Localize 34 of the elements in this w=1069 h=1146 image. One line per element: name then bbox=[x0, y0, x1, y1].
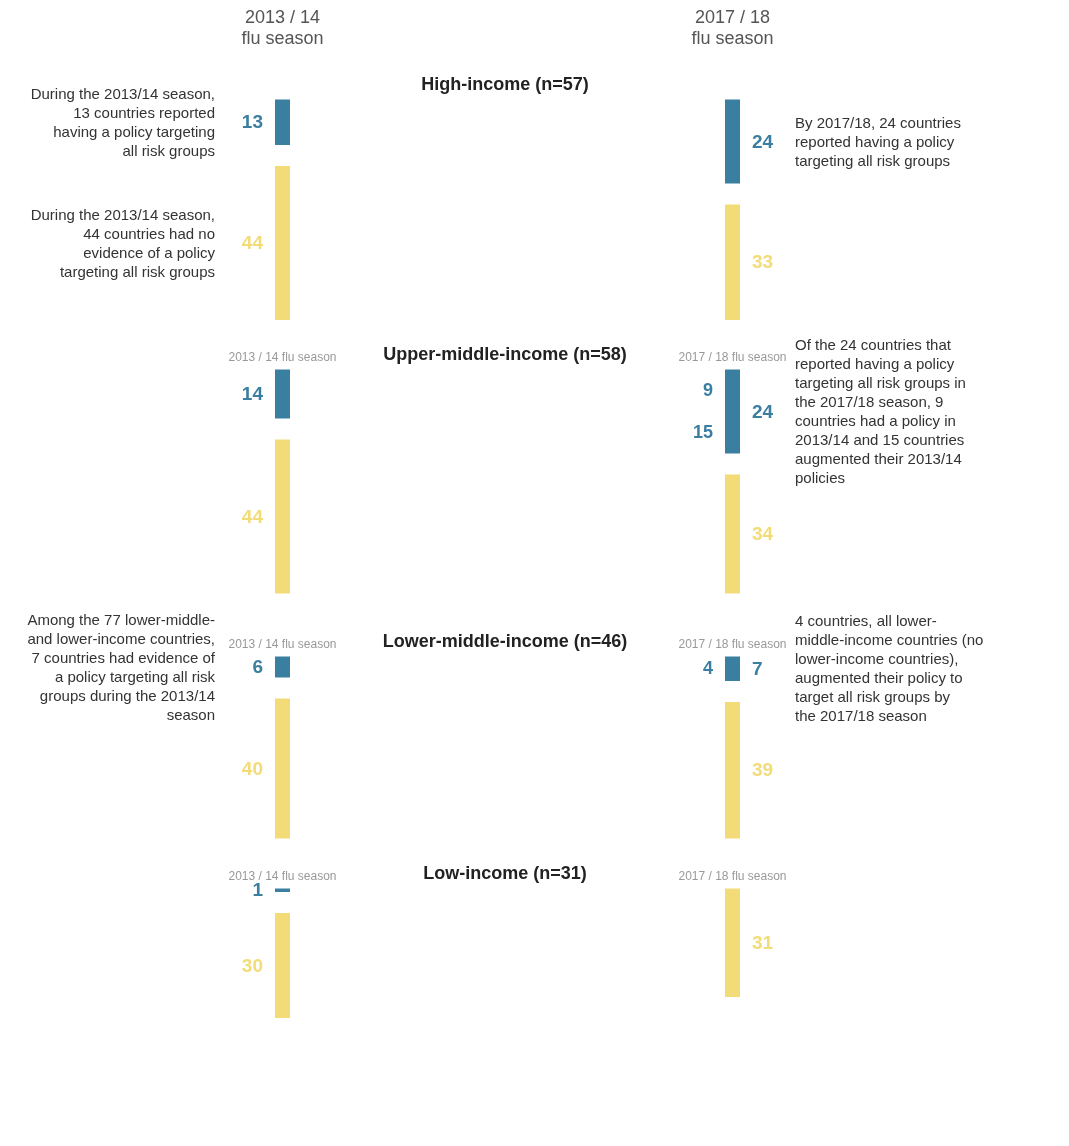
text: 15 bbox=[692, 421, 713, 442]
data-label: 33 bbox=[752, 251, 774, 273]
data-label: 24 bbox=[752, 130, 774, 152]
data-label: 24 bbox=[752, 400, 774, 422]
category-label: 2017 / 18 flu season bbox=[691, 6, 774, 48]
text: By 2017/18, 24 countries reported having a policy targeting all risk groups bbox=[795, 113, 961, 169]
text: Lower-middle-income (n=46) bbox=[382, 631, 628, 652]
text: During the 2013/14 season, 44 countries had no evidence of a policy targeting all risk groups bbox=[30, 205, 215, 280]
data-label: 34 bbox=[752, 523, 774, 544]
data-label: 31 bbox=[752, 931, 774, 953]
data-label: 30 bbox=[241, 954, 263, 976]
text: Low-income (n=31) bbox=[423, 863, 587, 884]
data-label: 13 bbox=[241, 111, 263, 133]
text: 4 countries, all lower-middle-income countries (no lower-income countries), augmented their policy to target all risk groups by the 2017/18 season bbox=[795, 612, 984, 725]
text: Among the 77 lower-middle- and lower-income countries, 7 countries had evidence of a policy targeting all risk groups during the 2013/14 season bbox=[27, 610, 215, 723]
category-label: 2013 / 14 flu season bbox=[228, 350, 337, 365]
text: Upper-middle-income (n=58) bbox=[383, 344, 627, 365]
category-label: 2017 / 18 flu season bbox=[678, 869, 787, 884]
data-label: 6 bbox=[252, 656, 263, 677]
text: During the 2013/14 season, 13 countries reported having a policy targeting all risk groups bbox=[30, 84, 215, 159]
data-label: 40 bbox=[241, 757, 263, 779]
data-label: 44 bbox=[241, 505, 264, 527]
data-label: 14 bbox=[241, 383, 264, 404]
data-label: 39 bbox=[752, 759, 774, 781]
data-label: 7 bbox=[752, 657, 763, 679]
category-label: 2013 / 14 flu season bbox=[228, 637, 337, 652]
text: High-income (n=57) bbox=[421, 74, 589, 95]
text: Of the 24 countries that reported having a policy targeting all risk groups in the 2017/18 season, 9 countries had a policy in 2013/14 and 15 countries augmented their 2013/14 policies bbox=[795, 336, 966, 486]
text: 4 bbox=[702, 657, 713, 678]
text: 9 bbox=[702, 379, 713, 400]
category-label: 2017 / 18 flu season bbox=[678, 350, 787, 365]
data-label: 44 bbox=[241, 232, 264, 253]
category-label: 2013 / 14 flu season bbox=[241, 6, 324, 48]
category-label: 2017 / 18 flu season bbox=[678, 637, 787, 652]
